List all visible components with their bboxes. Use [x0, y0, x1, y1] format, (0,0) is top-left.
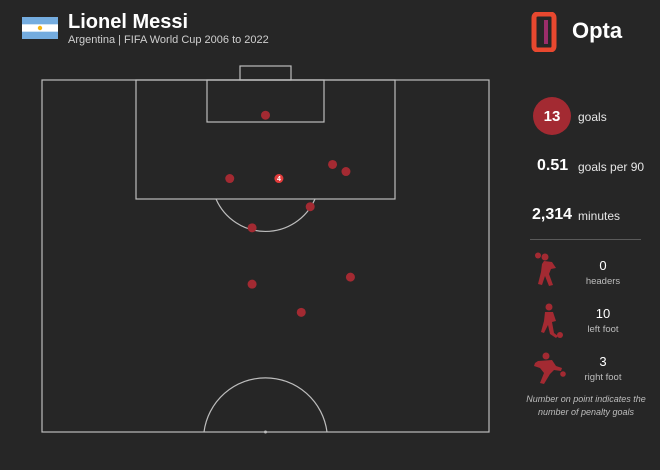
- centre-spot: [264, 430, 267, 434]
- penalty-area: [135, 79, 396, 200]
- shot-point: [247, 223, 257, 233]
- left-foot-value: 10: [595, 306, 611, 321]
- headers-label: headers: [585, 276, 621, 287]
- page-title: Lionel Messi: [68, 11, 189, 33]
- goals-count-badge: 13: [533, 97, 571, 135]
- shot-point: [225, 174, 235, 184]
- goals-label: goals: [578, 110, 607, 124]
- shot-points: 4: [225, 110, 355, 317]
- shot-point: [341, 167, 351, 177]
- penalty-count-label: 4: [277, 176, 281, 183]
- page-subtitle: Argentina | FIFA World Cup 2006 to 2022: [68, 34, 269, 46]
- goals-per-90-value: 0.51: [537, 157, 569, 174]
- shot-point: [247, 279, 257, 289]
- opta-logo: [531, 12, 557, 52]
- stats-divider: [530, 239, 641, 240]
- minutes-label: minutes: [578, 209, 621, 223]
- right-foot-value: 3: [599, 354, 607, 369]
- shot-point: [345, 272, 355, 282]
- centre-circle: [203, 377, 328, 433]
- right-foot-player-icon: [534, 352, 566, 384]
- header-player-icon: [535, 252, 556, 286]
- headers-value: 0: [599, 258, 607, 273]
- right-foot-label: right foot: [584, 372, 622, 383]
- shot-point: [261, 110, 270, 120]
- penalty-arc: [215, 198, 316, 232]
- argentina-flag-icon: [22, 17, 58, 39]
- goal: [239, 65, 292, 81]
- shot-point: [296, 307, 306, 317]
- left-foot-player-icon: [541, 303, 563, 338]
- goals-per-90-label: goals per 90: [578, 160, 645, 174]
- minutes-value: 2,314: [532, 206, 573, 223]
- opta-logo-text: Opta: [572, 18, 623, 43]
- penalty-note: Number on point indicates the number of …: [526, 394, 646, 417]
- shot-point: [328, 159, 338, 169]
- shot-point: [305, 202, 315, 212]
- left-foot-label: left foot: [587, 324, 619, 335]
- pitch-outline: [41, 79, 490, 433]
- shot-point: [274, 174, 284, 184]
